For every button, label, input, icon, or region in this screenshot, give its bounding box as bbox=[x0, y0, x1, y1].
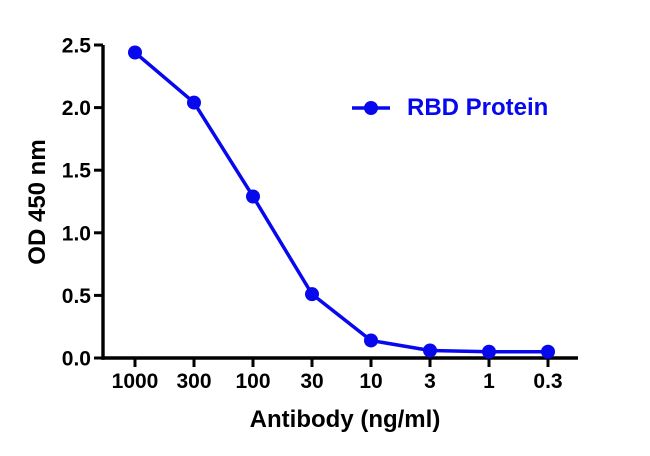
data-point-1000 bbox=[128, 45, 142, 60]
data-point-30 bbox=[305, 287, 319, 302]
y-tick-label: 0.5 bbox=[62, 285, 92, 308]
x-tick-label: 300 bbox=[176, 370, 211, 393]
x-tick-label: 10 bbox=[359, 370, 382, 393]
y-tick-label: 1.5 bbox=[62, 160, 92, 183]
data-point-300 bbox=[187, 95, 201, 110]
data-point-10 bbox=[364, 333, 378, 348]
legend-line-marker-icon bbox=[352, 100, 390, 115]
x-tick-label: 0.3 bbox=[533, 370, 562, 393]
data-point-1 bbox=[482, 344, 496, 359]
x-tick-label: 30 bbox=[300, 370, 323, 393]
data-point-100 bbox=[246, 189, 260, 204]
y-tick-label: 1.0 bbox=[62, 222, 91, 245]
series-line bbox=[133, 51, 548, 354]
x-tick-label: 3 bbox=[424, 370, 436, 393]
y-tick-label: 2.0 bbox=[62, 97, 91, 120]
x-tick-label: 100 bbox=[235, 370, 270, 393]
data-point-0.3 bbox=[541, 344, 555, 359]
data-point-3 bbox=[423, 343, 437, 358]
y-axis-title: OD 450 nm bbox=[24, 139, 51, 265]
x-axis-title: Antibody (ng/ml) bbox=[249, 406, 441, 433]
y-tick-label: 2.5 bbox=[62, 35, 92, 58]
legend: RBD Protein bbox=[352, 93, 549, 121]
legend-label: RBD Protein bbox=[407, 93, 549, 121]
x-tick-label: 1000 bbox=[112, 370, 159, 393]
y-tick-label: 0.0 bbox=[62, 348, 91, 371]
x-tick-label: 1 bbox=[483, 370, 495, 393]
